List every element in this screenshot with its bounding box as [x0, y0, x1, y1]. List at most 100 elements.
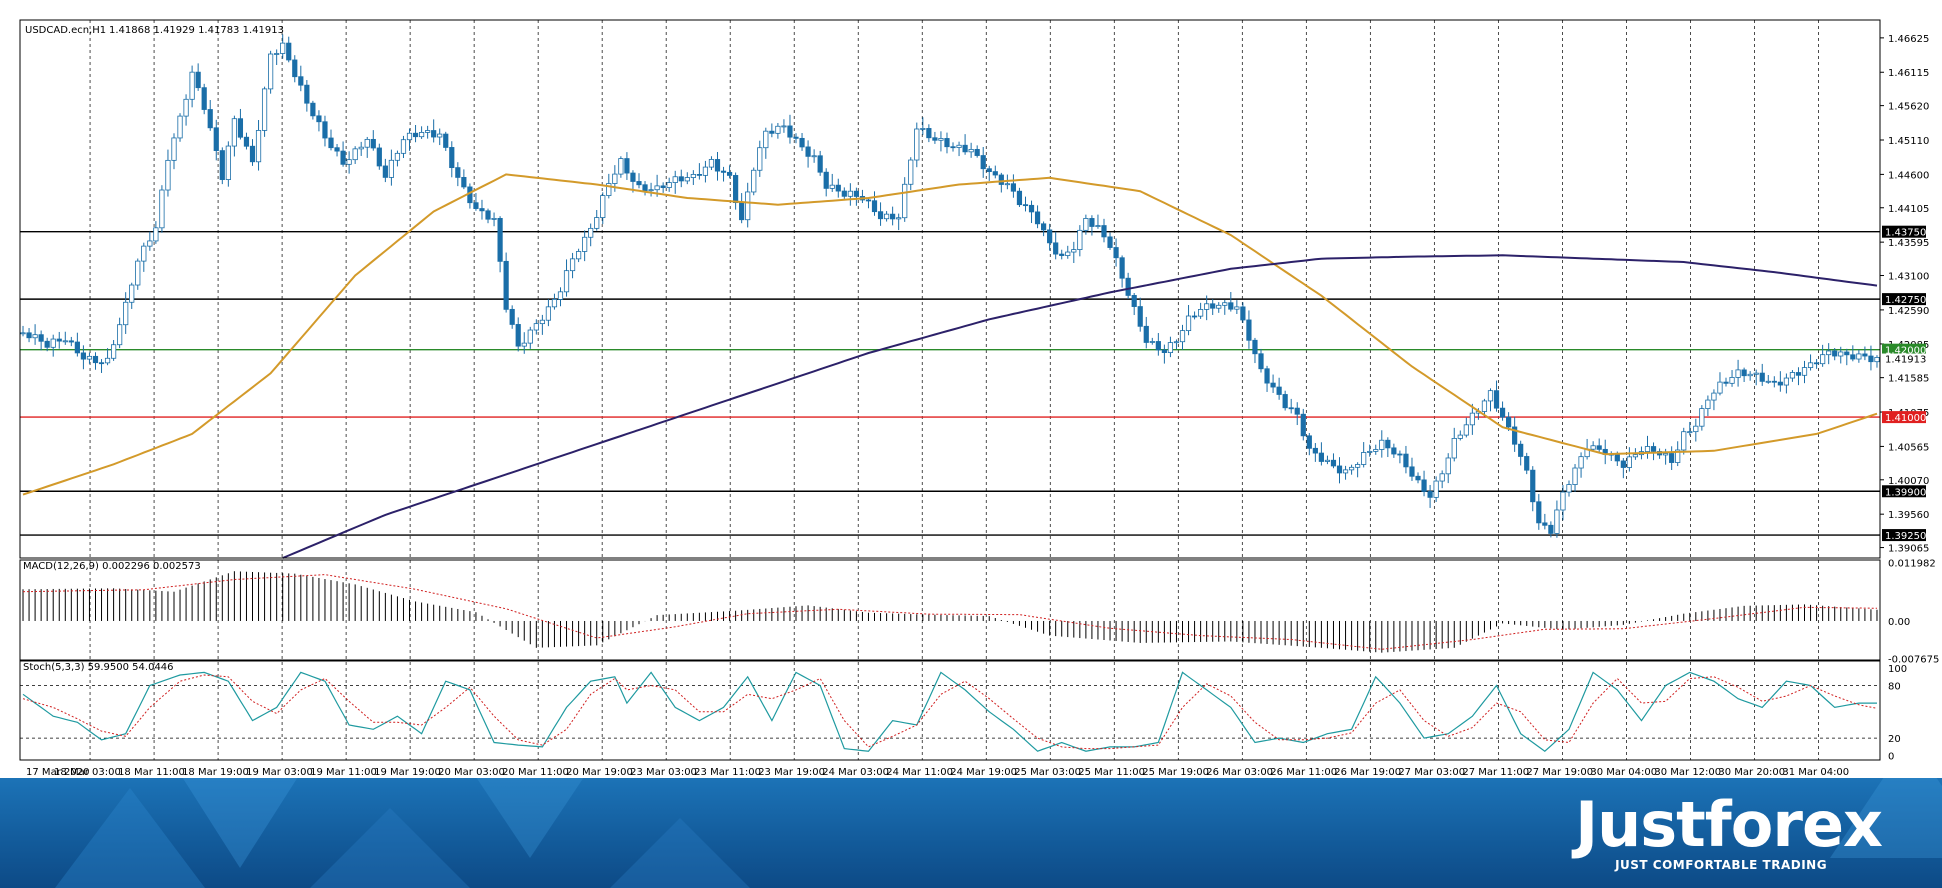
x-tick-label: 26 Mar 11:00 — [1270, 767, 1337, 778]
y-tick-label: 1.44105 — [1888, 204, 1929, 215]
candle-body — [1663, 453, 1669, 456]
candle-body — [1614, 453, 1620, 462]
candle-body — [1451, 438, 1457, 459]
candle-body — [781, 125, 787, 128]
candle-body — [425, 130, 431, 133]
candle-body — [1324, 459, 1331, 462]
macd-y-label: -0.007675 — [1888, 654, 1939, 665]
candle-body — [1240, 306, 1246, 321]
x-tick-label: 31 Mar 04:00 — [1782, 767, 1849, 778]
x-tick-label: 20 Mar 19:00 — [566, 767, 633, 778]
candle-body — [62, 340, 68, 343]
candle-body — [1016, 190, 1023, 206]
candle-body — [920, 128, 926, 130]
candle-body — [171, 137, 177, 161]
candle-body — [370, 138, 376, 149]
candle-body — [249, 145, 256, 163]
candle-body — [304, 84, 310, 104]
price-level-label: 1.42000 — [1885, 346, 1926, 357]
candle-body — [1155, 341, 1161, 351]
candle-body — [473, 202, 479, 209]
candle-body — [938, 138, 944, 141]
candle-body — [1391, 447, 1397, 455]
candle-body — [1783, 377, 1789, 386]
candle-body — [219, 150, 225, 180]
x-tick-label: 18 Mar 03:00 — [54, 767, 121, 778]
candle-body — [98, 362, 105, 365]
candle-body — [1844, 351, 1850, 356]
candle-body — [1028, 204, 1035, 213]
x-tick-label: 23 Mar 19:00 — [758, 767, 825, 778]
candle-body — [1687, 431, 1693, 434]
candle-body — [1735, 369, 1741, 378]
price-level-tag — [1882, 293, 1926, 306]
candle-body — [1276, 386, 1282, 395]
candle-body — [1342, 469, 1349, 474]
candle-body — [207, 109, 213, 129]
candle-body — [582, 236, 588, 252]
x-tick-label: 19 Mar 11:00 — [310, 767, 377, 778]
candle-body — [1536, 501, 1542, 524]
candle-body — [418, 132, 425, 138]
candle-body — [1191, 315, 1198, 318]
x-tick-label: 25 Mar 19:00 — [1142, 767, 1209, 778]
candle-body — [1487, 390, 1494, 402]
candle-body — [183, 98, 189, 117]
x-tick-label: 27 Mar 11:00 — [1462, 767, 1529, 778]
candle-body — [153, 227, 159, 242]
y-tick-label: 1.46625 — [1888, 34, 1929, 45]
candle-body — [654, 185, 660, 191]
candle-body — [769, 130, 775, 134]
y-tick-label: 1.45110 — [1888, 136, 1929, 147]
candle-body — [1409, 466, 1415, 477]
candle-body — [1053, 242, 1059, 255]
x-tick-label: 23 Mar 03:00 — [630, 767, 697, 778]
candle-body — [793, 136, 799, 139]
candle-body — [763, 130, 769, 149]
candle-body — [576, 251, 582, 260]
candle-body — [274, 53, 280, 55]
candle-body — [902, 183, 908, 219]
candle-body — [1439, 473, 1445, 482]
candle-body — [117, 324, 123, 346]
candle-body — [1518, 443, 1524, 457]
candle-body — [1113, 247, 1119, 259]
candle-body — [569, 258, 576, 272]
panel-frame — [19, 19, 1881, 559]
candle-body — [1258, 353, 1264, 370]
candle-body — [1771, 380, 1777, 383]
candle-body — [74, 341, 80, 354]
candle-body — [720, 170, 727, 173]
candle-body — [642, 184, 648, 191]
candle-body — [1669, 453, 1675, 463]
candle-body — [111, 344, 117, 359]
candle-body — [823, 171, 829, 189]
candle-body — [877, 211, 884, 220]
macd-panel — [22, 571, 1878, 653]
candle-body — [1095, 225, 1101, 227]
candle-body — [123, 301, 129, 326]
candle-body — [1336, 465, 1343, 474]
candle-body — [648, 189, 654, 192]
candle-body — [1077, 229, 1083, 250]
candle-body — [1004, 183, 1010, 186]
candle-body — [1210, 303, 1216, 309]
candle-body — [491, 217, 497, 220]
candle-body — [44, 340, 50, 348]
panel-frame — [19, 559, 1881, 661]
candle-body — [1566, 484, 1572, 493]
candle-body — [1578, 456, 1584, 469]
x-tick-label: 19 Mar 03:00 — [246, 767, 313, 778]
candle-body — [896, 217, 902, 220]
candle-body — [1143, 325, 1149, 343]
y-tick-label: 1.46115 — [1888, 68, 1929, 79]
candle-body — [787, 125, 793, 138]
candle-body — [835, 184, 841, 192]
candle-body — [775, 125, 781, 134]
candle-body — [1361, 452, 1367, 465]
candle-body — [751, 169, 757, 193]
candle-body — [702, 166, 709, 176]
stochastic-k-line — [22, 671, 1877, 752]
candle-body — [757, 147, 763, 171]
candle-body — [1795, 372, 1802, 376]
